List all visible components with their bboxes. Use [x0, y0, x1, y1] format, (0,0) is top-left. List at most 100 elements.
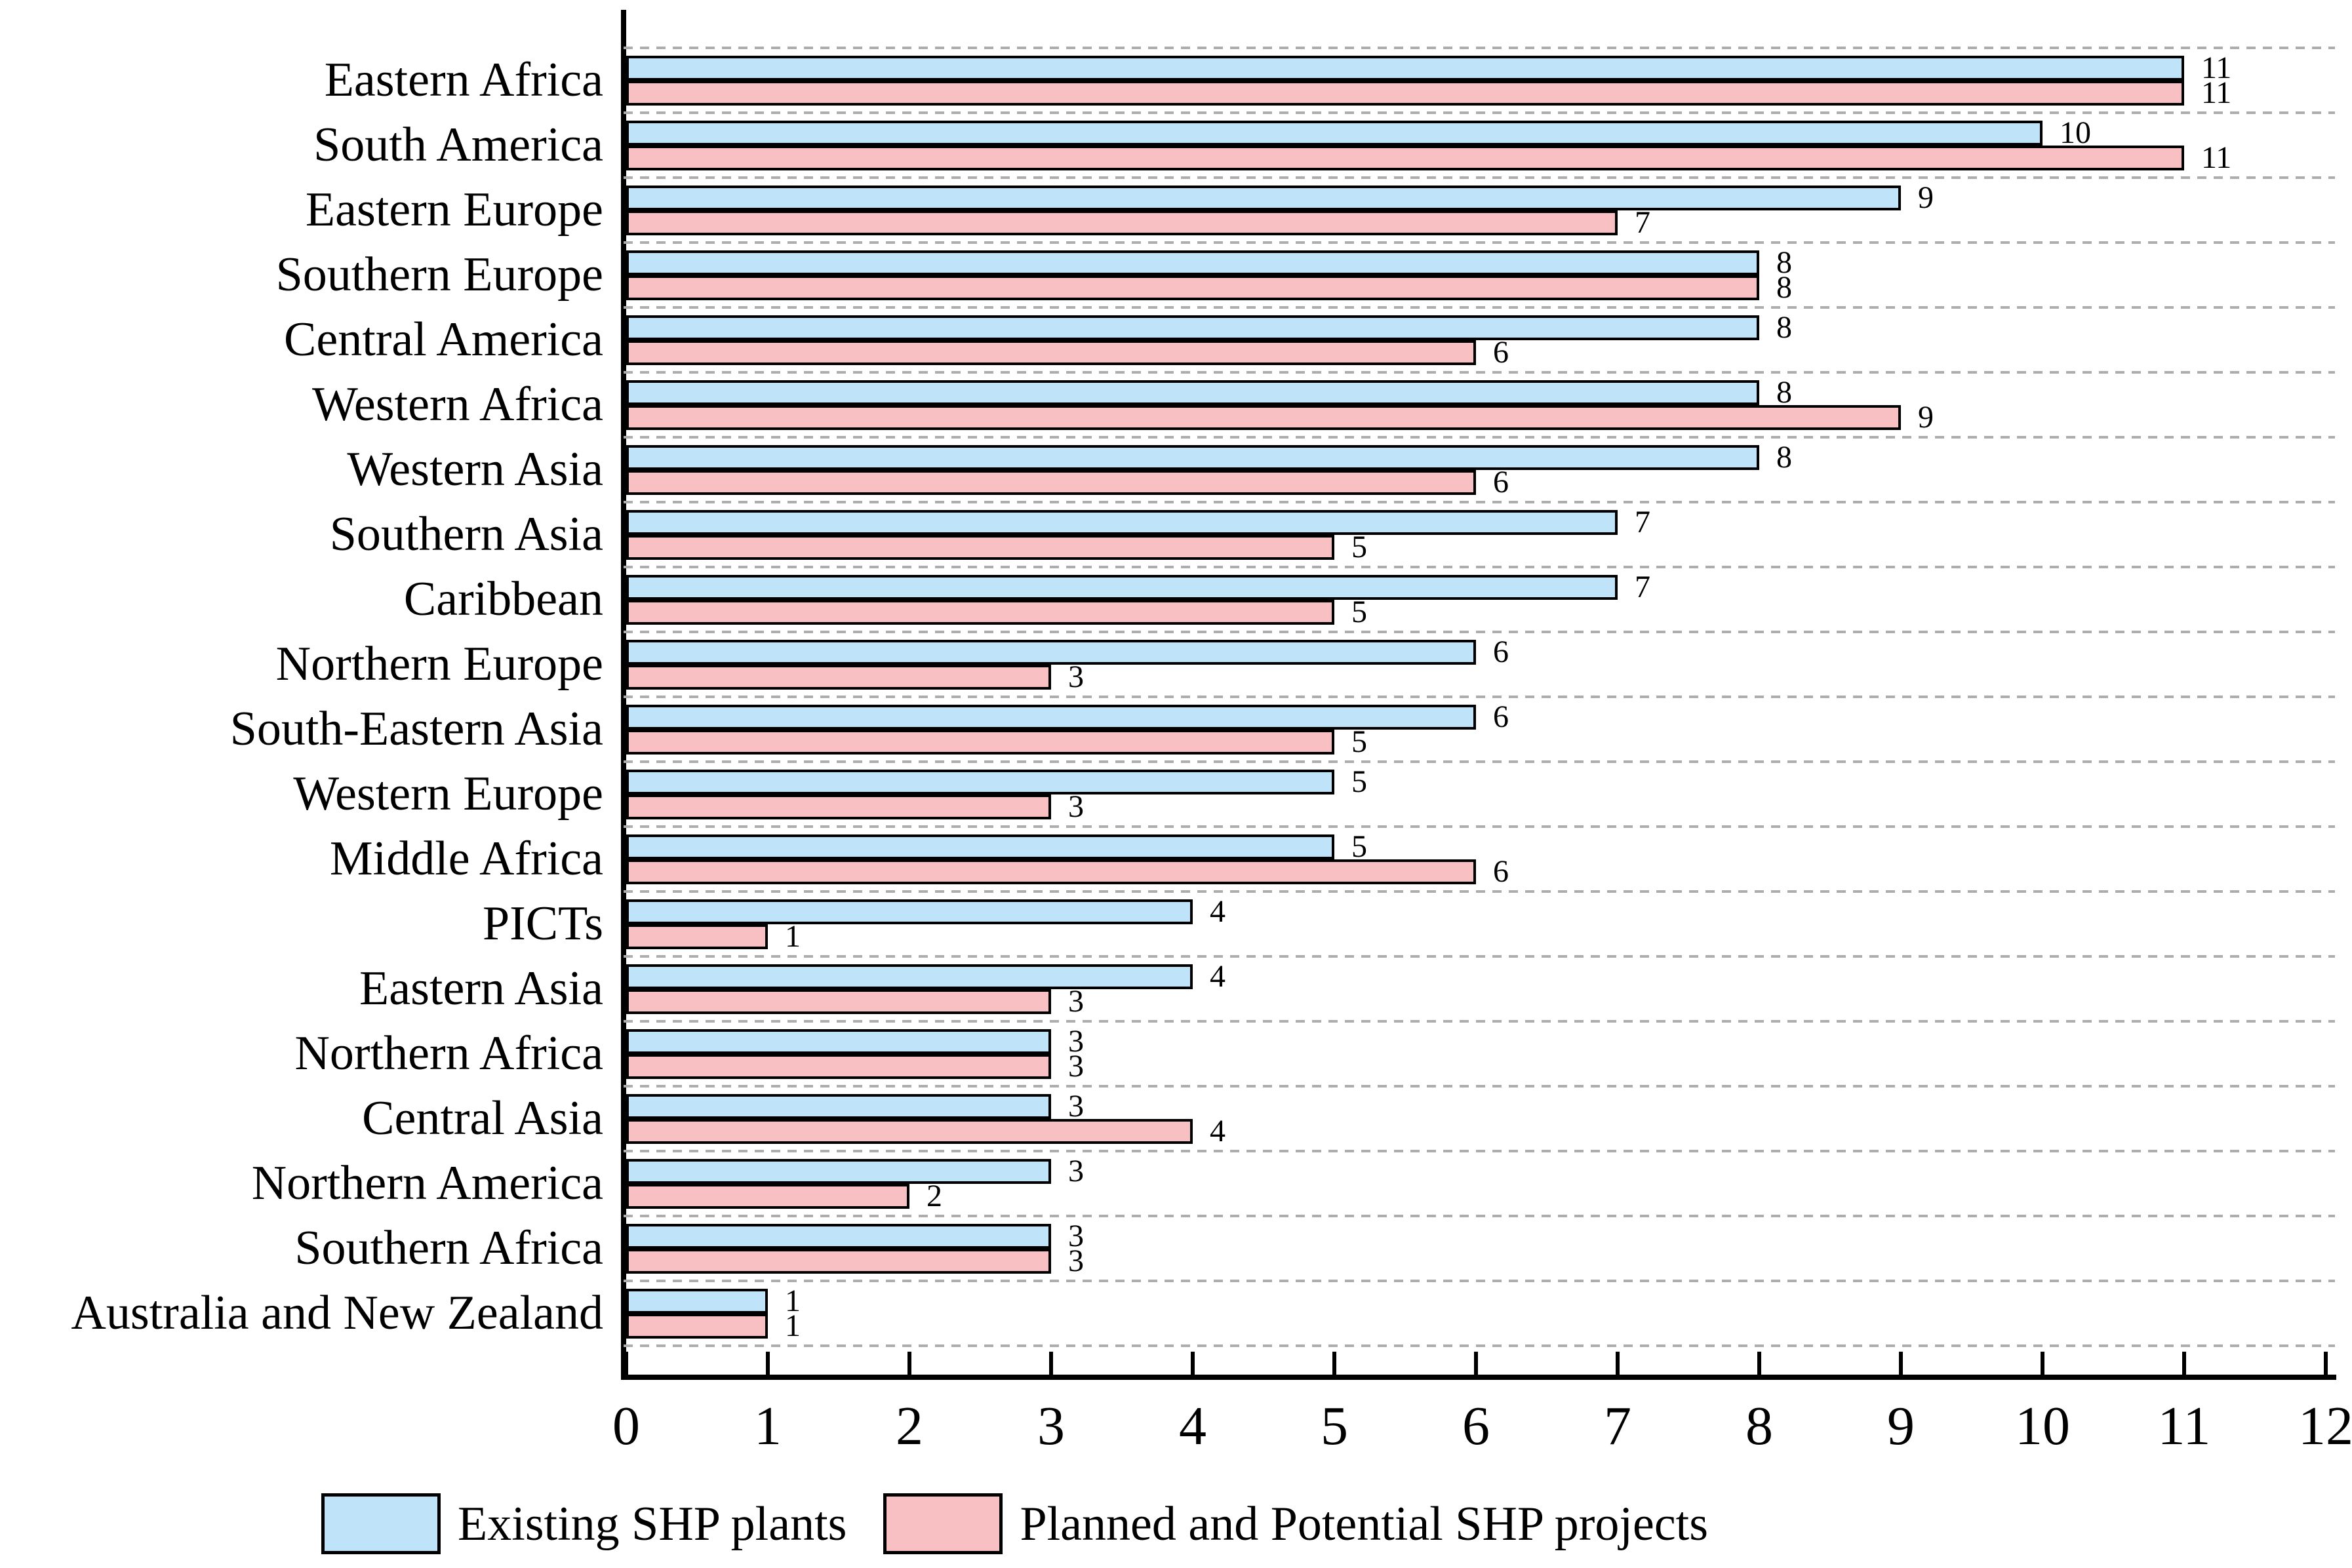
bar-planned: 3	[626, 791, 1084, 823]
gridline	[624, 241, 2335, 244]
x-tick-label: 6	[1462, 1396, 1490, 1457]
bar-value-label: 11	[2201, 75, 2232, 110]
x-tick-mark	[1191, 1352, 1195, 1375]
bar-existing: 3	[626, 1091, 1084, 1122]
gridline	[624, 1150, 2335, 1152]
bar-value-label: 4	[1210, 1114, 1226, 1148]
bar-planned: 7	[626, 207, 1650, 239]
bar-value-label: 3	[1068, 1089, 1084, 1124]
bar-existing: 3	[626, 1026, 1084, 1057]
x-tick-mark	[2182, 1352, 2186, 1375]
gridline	[624, 371, 2335, 374]
y-axis-line	[621, 10, 626, 1380]
category-label: Northern Africa	[294, 1027, 603, 1080]
bar-value-label: 8	[1776, 310, 1792, 345]
bar-existing: 5	[626, 831, 1367, 863]
bar-value-label: 3	[1068, 789, 1084, 824]
bar-planned: 1	[626, 1310, 801, 1342]
bar-group-row: 11 11	[626, 48, 2326, 113]
x-tick-mark	[1899, 1352, 1903, 1375]
gridline	[624, 631, 2335, 633]
legend-label-planned: Planned and Potential SHP projects	[1020, 1497, 1709, 1551]
x-tick-mark	[1757, 1352, 1761, 1375]
bar-value-label: 5	[1351, 764, 1367, 799]
gridline	[624, 1215, 2335, 1217]
category-label: Southern Africa	[294, 1221, 603, 1275]
gridline	[624, 1085, 2335, 1088]
x-tick-label: 1	[754, 1396, 782, 1457]
x-tick-mark	[2041, 1352, 2044, 1375]
gridline	[624, 955, 2335, 958]
bar-value-label: 3	[1068, 1049, 1084, 1084]
x-tick-label: 0	[612, 1396, 640, 1457]
bar-planned: 8	[626, 272, 1792, 304]
category-label: Eastern Asia	[359, 962, 603, 1015]
bar-planned: 6	[626, 337, 1509, 368]
x-tick-label: 2	[896, 1396, 923, 1457]
category-label: Eastern Africa	[324, 53, 603, 107]
x-axis-line	[621, 1375, 2336, 1380]
gridline	[624, 890, 2335, 893]
bar-value-label: 9	[1918, 400, 1934, 435]
bar-value-label: 8	[1776, 245, 1792, 280]
bar-value-label: 11	[2201, 140, 2232, 175]
x-tick-label: 7	[1604, 1396, 1631, 1457]
bar-value-label: 3	[1068, 1219, 1084, 1253]
bar-planned: 1	[626, 921, 801, 952]
gridline	[624, 1020, 2335, 1023]
category-label: Southern Europe	[275, 248, 603, 302]
bar-value-label: 9	[1918, 180, 1934, 215]
bar-existing: 6	[626, 701, 1509, 733]
bar-existing: 5	[626, 766, 1367, 798]
category-label: Northern Europe	[275, 637, 603, 691]
bar-existing: 3	[626, 1221, 1084, 1252]
x-tick-mark	[1332, 1352, 1336, 1375]
bar-value-label: 7	[1635, 505, 1650, 539]
bar-existing: 10	[626, 117, 2091, 149]
x-tick-mark	[907, 1352, 911, 1375]
category-label: Western Asia	[347, 442, 603, 496]
gridline	[624, 1344, 2335, 1347]
bar-value-label: 6	[1493, 465, 1509, 500]
bar-value-label: 3	[1068, 1244, 1084, 1278]
category-label: Northern America	[251, 1156, 603, 1210]
bar-value-label: 5	[1351, 829, 1367, 864]
x-tick-label: 10	[2015, 1396, 2070, 1457]
x-tick-mark	[1616, 1352, 1620, 1375]
bar-existing: 8	[626, 442, 1792, 473]
category-label: Southern Asia	[329, 507, 603, 561]
bar-existing: 8	[626, 312, 1792, 343]
bar-existing: 7	[626, 572, 1650, 603]
bar-value-label: 4	[1210, 894, 1226, 929]
bar-value-label: 7	[1635, 205, 1650, 240]
gridline	[624, 825, 2335, 828]
bar-value-label: 5	[1351, 595, 1367, 629]
bar-planned: 2	[626, 1181, 942, 1212]
gridline	[624, 566, 2335, 568]
bar-value-label: 5	[1351, 530, 1367, 564]
legend-item-planned: Planned and Potential SHP projects	[883, 1493, 1708, 1554]
bar-value-label: 3	[1068, 984, 1084, 1019]
bar-planned: 9	[626, 402, 1934, 433]
category-label: Western Africa	[312, 378, 603, 431]
legend-label-existing: Existing SHP plants	[458, 1497, 847, 1551]
x-tick-label: 8	[1745, 1396, 1773, 1457]
x-tick-label: 11	[2157, 1396, 2211, 1457]
x-tick-label: 12	[2298, 1396, 2352, 1457]
gridline	[624, 436, 2335, 439]
x-tick-mark	[1049, 1352, 1053, 1375]
bar-value-label: 6	[1493, 635, 1509, 669]
bar-value-label: 8	[1776, 440, 1792, 475]
bar-existing: 4	[626, 961, 1226, 992]
bar-planned: 5	[626, 726, 1367, 758]
gridline	[624, 47, 2335, 49]
